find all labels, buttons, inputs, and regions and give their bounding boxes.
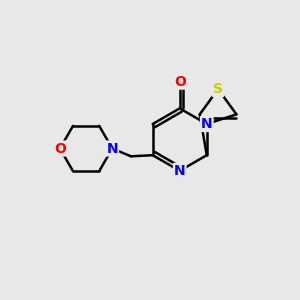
Text: N: N: [201, 117, 213, 131]
Text: O: O: [54, 142, 66, 155]
Text: O: O: [174, 75, 186, 88]
Text: N: N: [174, 164, 185, 178]
Text: S: S: [213, 82, 223, 96]
Text: N: N: [106, 142, 118, 155]
